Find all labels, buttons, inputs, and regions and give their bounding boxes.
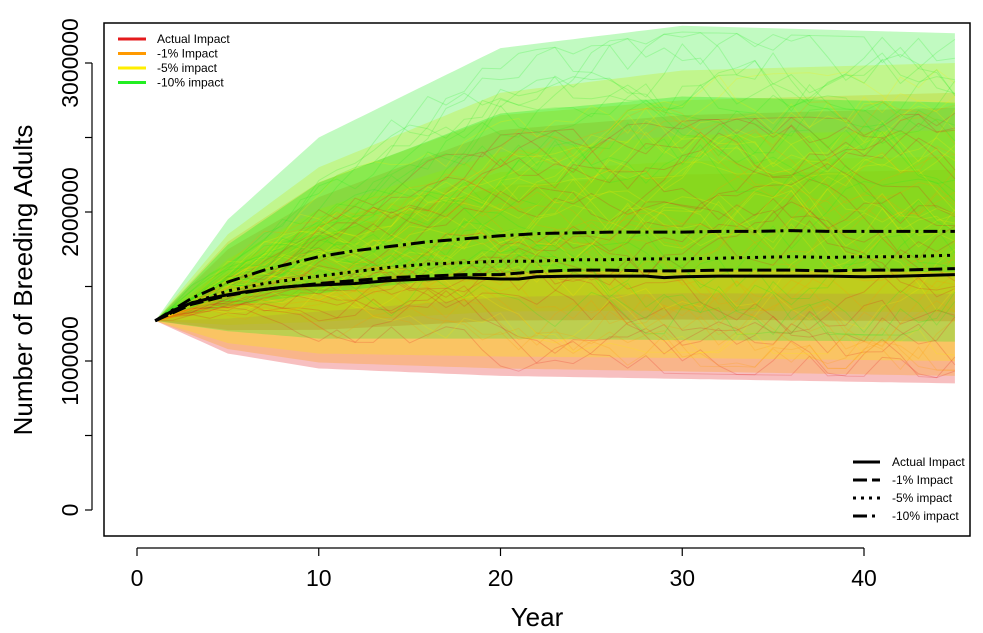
y-tick-label: 1000000 bbox=[57, 316, 83, 406]
y-tick-label: 2000000 bbox=[57, 167, 83, 257]
legend-label: -1% Impact bbox=[157, 47, 218, 61]
legend-label: -1% Impact bbox=[892, 473, 953, 487]
y-tick-label: 0 bbox=[57, 504, 83, 517]
x-tick-label: 40 bbox=[851, 565, 877, 591]
x-tick-label: 0 bbox=[131, 565, 144, 591]
x-tick-label: 10 bbox=[306, 565, 332, 591]
x-axis-title: Year bbox=[511, 602, 564, 632]
x-tick-label: 30 bbox=[669, 565, 695, 591]
y-axis: 0 1000000 2000000 3000000 bbox=[57, 18, 92, 516]
legend-label: Actual Impact bbox=[892, 455, 965, 469]
y-axis-title: Number of Breeding Adults bbox=[8, 125, 38, 436]
legend-label: -10% impact bbox=[157, 76, 224, 90]
x-axis: 0 10 20 30 40 bbox=[131, 548, 877, 591]
legend-label: -5% impact bbox=[157, 61, 218, 75]
simulation-legend: Actual Impact-1% Impact-5% impact-10% im… bbox=[118, 32, 230, 90]
legend-label: -10% impact bbox=[892, 509, 959, 523]
x-tick-label: 20 bbox=[488, 565, 514, 591]
y-tick-label: 3000000 bbox=[57, 18, 83, 108]
mean-legend: Actual Impact -1% Impact -5% impact -10% im… bbox=[853, 455, 965, 523]
legend-label: Actual Impact bbox=[157, 32, 230, 46]
legend-label: -5% impact bbox=[892, 491, 953, 505]
